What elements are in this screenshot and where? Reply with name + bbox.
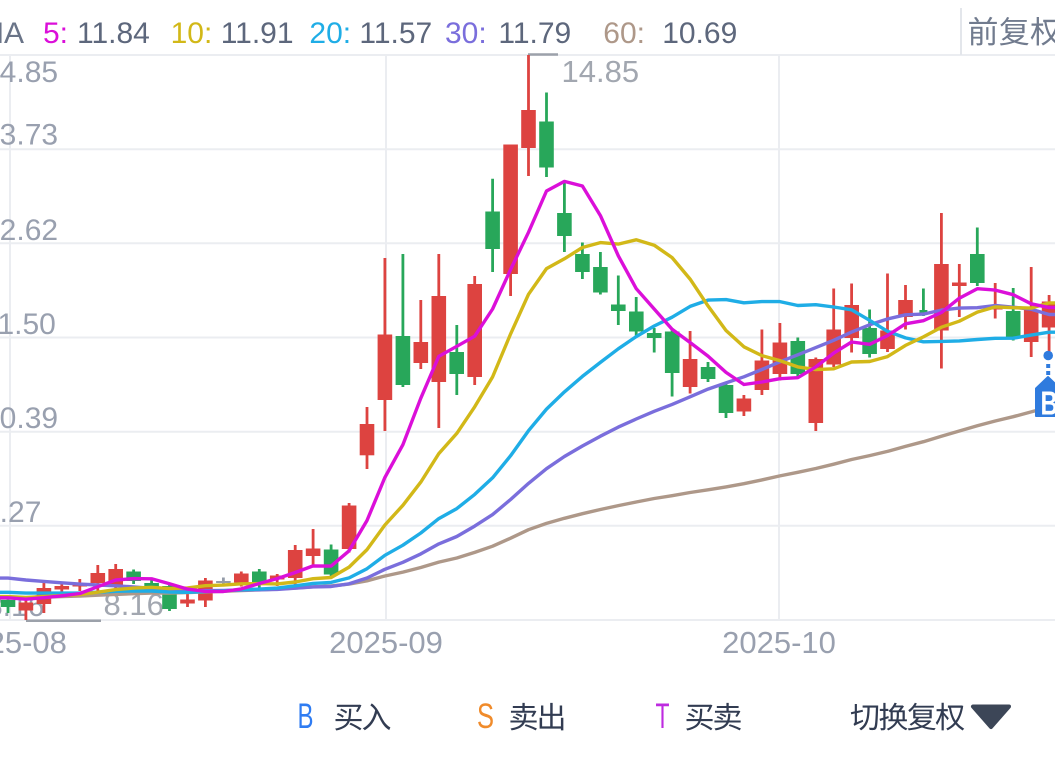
svg-text:2025-08: 2025-08 <box>0 625 67 660</box>
svg-text:14.85: 14.85 <box>562 54 640 89</box>
svg-text:B: B <box>298 697 314 736</box>
svg-text:14.85: 14.85 <box>0 56 58 89</box>
svg-text:B: B <box>1041 385 1055 422</box>
svg-text:10:: 10: <box>171 17 213 50</box>
svg-text:11.91: 11.91 <box>221 17 294 50</box>
svg-text:10.39: 10.39 <box>0 402 58 435</box>
svg-text:30:: 30: <box>445 17 487 50</box>
svg-text:10.69: 10.69 <box>662 17 737 50</box>
svg-text:2025-10: 2025-10 <box>722 625 836 660</box>
svg-text:12.62: 12.62 <box>0 214 58 247</box>
svg-text:11.50: 11.50 <box>0 308 56 341</box>
svg-text:2025-09: 2025-09 <box>329 625 443 660</box>
svg-text:60:: 60: <box>603 17 645 50</box>
svg-text:5:: 5: <box>43 17 68 50</box>
svg-text:11.57: 11.57 <box>359 17 432 50</box>
svg-text:13.73: 13.73 <box>0 119 58 152</box>
svg-text:11.84: 11.84 <box>77 17 150 50</box>
svg-text:MA: MA <box>0 17 24 50</box>
svg-text:T: T <box>656 697 670 736</box>
svg-text:9.27: 9.27 <box>0 496 41 529</box>
svg-text:20:: 20: <box>309 17 351 50</box>
svg-text:11.79: 11.79 <box>498 17 571 50</box>
svg-text:S: S <box>477 697 494 736</box>
